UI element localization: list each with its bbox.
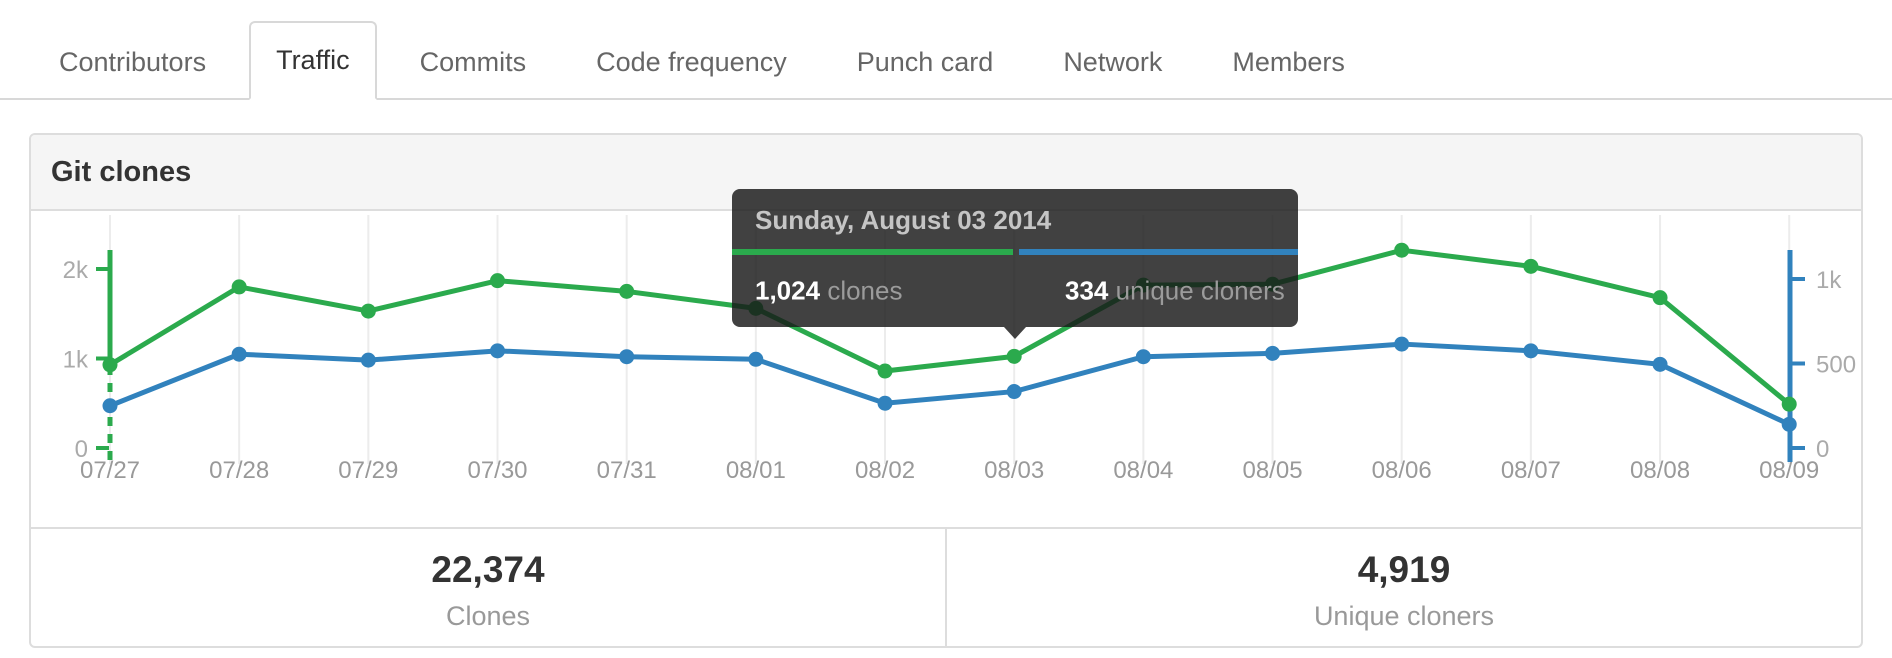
unique-cloners-point[interactable] (877, 395, 893, 411)
unique-cloners-point[interactable] (619, 349, 635, 365)
clones-color-bar (732, 249, 1013, 255)
tooltip-series-bar (732, 249, 1298, 255)
summary-row: 22,374 Clones 4,919 Unique cloners (31, 527, 1861, 646)
clones-line (107, 247, 1792, 407)
chart-tooltip: Sunday, August 03 2014 1,024 clones 334 … (732, 189, 1298, 339)
x-axis-label: 08/06 (1372, 457, 1432, 484)
tooltip-pointer (1004, 327, 1026, 339)
clones-point[interactable] (1394, 242, 1410, 258)
unique-cloners-total-label: Unique cloners (1313, 601, 1495, 631)
x-axis-label: 08/01 (726, 457, 786, 484)
clones-point[interactable] (619, 283, 635, 299)
clones-point[interactable] (877, 363, 893, 379)
unique-cloners-point[interactable] (748, 351, 764, 367)
clones-total-label: Clones (445, 601, 531, 631)
x-axis-label: 07/30 (467, 457, 527, 484)
left-axis-tick-label: 1k (63, 347, 89, 374)
unique-cloners-point[interactable] (102, 398, 118, 414)
unique-cloners-point[interactable] (360, 352, 376, 368)
unique-cloners-point[interactable] (490, 343, 506, 359)
tab-commits[interactable]: Commits (419, 47, 527, 77)
clones-point[interactable] (102, 357, 118, 373)
clones-total-value: 22,374 (431, 549, 545, 590)
unique-cloners-point[interactable] (1652, 356, 1668, 372)
clones-point[interactable] (1523, 258, 1539, 274)
unique-cloners-point[interactable] (1006, 384, 1022, 400)
x-axis-label: 08/08 (1630, 457, 1690, 484)
x-axis-label: 08/04 (1113, 457, 1173, 484)
x-axis-label: 07/28 (209, 457, 269, 484)
right-axis-tick-label: 1k (1816, 267, 1842, 294)
tab-traffic[interactable]: Traffic (249, 21, 377, 100)
tooltip-clones: 1,024 clones (755, 275, 903, 306)
unique-cloners-point[interactable] (231, 346, 247, 362)
chart-svg: 07/27 07/28 07/29 07/30 07/31 08/01 08/02 08/03… (63, 215, 1856, 484)
clones-point[interactable] (490, 273, 506, 289)
x-axis-label: 08/02 (855, 457, 915, 484)
clones-point[interactable] (1006, 348, 1022, 364)
x-axis-label: 07/29 (338, 457, 398, 484)
unique-cloners-point[interactable] (1394, 336, 1410, 352)
unique-cloners-color-bar (1019, 249, 1298, 255)
left-axis-tick-label: 2k (63, 257, 89, 284)
unique-cloners-point[interactable] (1265, 345, 1281, 361)
tab-members[interactable]: Members (1232, 47, 1345, 77)
tab-punch-card[interactable]: Punch card (856, 47, 994, 77)
x-axis-label: 07/27 (80, 457, 140, 484)
tooltip-unique-cloners: 334 unique cloners (1065, 275, 1285, 306)
unique-cloners-line (107, 341, 1792, 427)
tab-code-frequency[interactable]: Code frequency (596, 47, 787, 77)
traffic-chart[interactable]: 07/27 07/28 07/29 07/30 07/31 08/01 08/02 08/03… (31, 211, 1861, 527)
tab-contributors[interactable]: Contributors (59, 47, 207, 77)
repo-tabs: Contributors Traffic Commits Code freque… (0, 0, 1892, 100)
x-axis-label: 08/03 (984, 457, 1044, 484)
tooltip-date: Sunday, August 03 2014 (755, 205, 1052, 235)
x-axis-label: 08/07 (1501, 457, 1561, 484)
unique-cloners-point[interactable] (1781, 416, 1797, 432)
unique-cloners-point[interactable] (1523, 343, 1539, 359)
right-axis-tick-label: 0 (1816, 436, 1829, 463)
unique-cloners-total-value: 4,919 (1357, 549, 1451, 590)
x-axis-label: 08/05 (1242, 457, 1302, 484)
clones-point[interactable] (1781, 396, 1797, 412)
clones-total-cell: 22,374 Clones (31, 529, 945, 646)
clones-point[interactable] (360, 303, 376, 319)
clones-point[interactable] (1652, 290, 1668, 306)
right-axis-tick-label: 500 (1816, 352, 1856, 379)
unique-cloners-point[interactable] (1135, 349, 1151, 365)
git-clones-panel: Git clones 07/27 07/28 07/29 07/30 07/31 08/0… (29, 133, 1863, 648)
tab-network[interactable]: Network (1063, 47, 1163, 77)
left-axis-tick-label: 0 (75, 436, 88, 463)
unique-cloners-total-cell: 4,919 Unique cloners (945, 529, 1861, 646)
clones-point[interactable] (231, 279, 247, 295)
x-axis-label: 07/31 (597, 457, 657, 484)
